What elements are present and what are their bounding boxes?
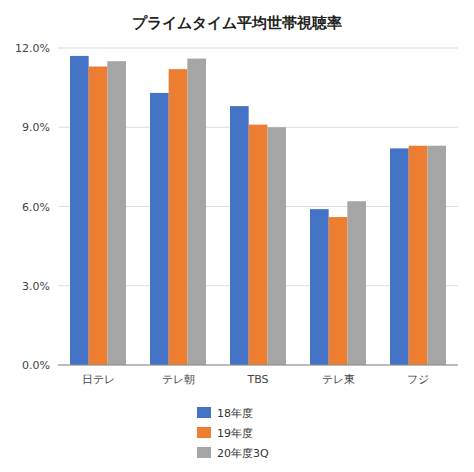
bar [347,201,366,365]
legend-swatch [197,447,211,458]
y-axis: 0.0% 3.0% 6.0% 9.0% 12.0% [15,42,458,372]
bar [70,56,89,365]
bar [230,106,249,365]
bar [150,93,169,365]
bars [70,56,446,365]
y-tick-label: 6.0% [22,201,50,214]
x-tick-label: テレ朝 [162,373,195,386]
legend-swatch [197,407,211,418]
legend: 18年度 19年度 20年度3Q [197,407,269,460]
bar [427,146,446,365]
x-tick-label: テレ東 [322,373,355,386]
bar [89,66,108,365]
x-tick-label: フジ [407,373,429,386]
legend-swatch [197,427,211,438]
grid-line [58,365,458,366]
y-tick-label: 0.0% [22,359,50,372]
bar [329,217,348,365]
grid-line [58,48,458,49]
bar [409,146,428,365]
bar [169,69,188,365]
y-tick-label: 9.0% [22,121,50,134]
bar [249,125,268,365]
chart-title: プライムタイム平均世帯視聴率 [132,14,342,32]
x-tick-label: 日テレ [82,373,115,386]
x-axis-line [58,365,458,366]
bar [187,59,206,365]
chart-container: プライムタイム平均世帯視聴率 0.0% 3.0% 6.0% 9.0% 12.0% 日テレ テレ… [0,0,474,472]
bar [107,61,126,365]
x-tick-label: TBS [246,373,268,386]
x-axis: 日テレ テレ朝 TBS テレ東 フジ [58,365,458,386]
legend-label: 18年度 [217,407,253,420]
y-tick-label: 12.0% [15,42,50,55]
bar [310,209,329,365]
legend-label: 20年度3Q [217,447,269,460]
bar [390,148,409,365]
chart-svg: プライムタイム平均世帯視聴率 0.0% 3.0% 6.0% 9.0% 12.0% 日テレ テレ… [0,0,474,472]
y-tick-label: 3.0% [22,280,50,293]
bar [267,127,286,365]
legend-label: 19年度 [217,427,253,440]
